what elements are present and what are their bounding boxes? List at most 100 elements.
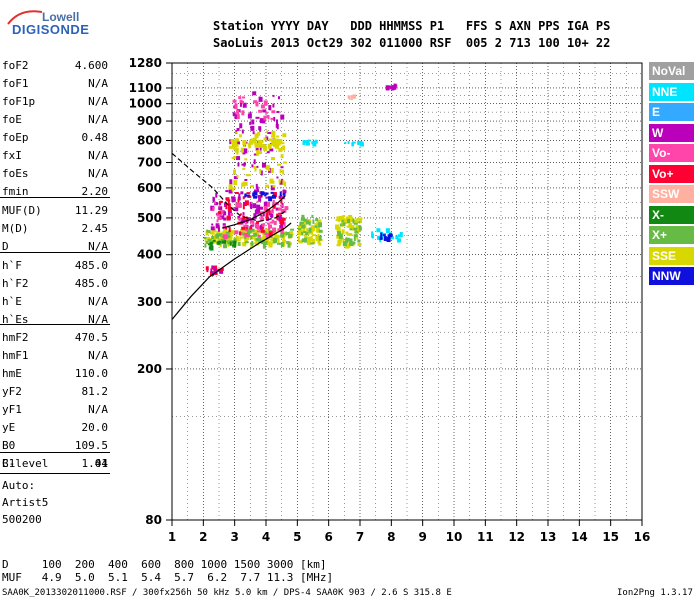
echo-point-x (250, 228, 255, 232)
echo-point-w (225, 190, 229, 193)
echo-point-x (244, 234, 247, 239)
echo-point-w (232, 197, 236, 203)
param-key: C-level (2, 457, 49, 470)
echo-point-ssw (353, 94, 357, 99)
echo-point-x (216, 241, 221, 245)
echo-point-sse (254, 133, 259, 139)
footer-version: Ion2Png 1.3.17 (617, 588, 693, 598)
echo-point-nnw (383, 235, 387, 241)
echo-point-w (236, 156, 241, 161)
echo-point-w (242, 149, 246, 155)
echo-point-x (305, 232, 309, 236)
echo-point-sse (227, 238, 230, 241)
legend-item-vo: Vo+ (649, 164, 694, 183)
echo-point-nnw (387, 234, 390, 240)
echo-point-x (301, 224, 306, 229)
echo-point-sse (246, 236, 250, 241)
echo-point-vo (280, 228, 284, 234)
echo-point-sse (282, 239, 287, 243)
echo-point-sse (233, 180, 238, 186)
echo-point-sse (232, 140, 237, 146)
echo-point-sse (298, 225, 303, 230)
echo-point-w (278, 195, 282, 198)
param-row-0: foF2 4.600 (2, 59, 108, 76)
digisonde-logo-swoosh (6, 6, 46, 30)
param-key: yF2 (2, 385, 22, 398)
echo-point-vo (227, 200, 230, 205)
echo-point-x (312, 219, 315, 224)
echo-point-sse (345, 231, 349, 235)
echo-point-x (358, 226, 362, 231)
echo-point-vo (271, 219, 274, 222)
param-value: 470.5 (74, 331, 108, 344)
echo-point-w (211, 271, 215, 275)
echo-point-vo (242, 100, 245, 104)
echo-point-nne (395, 235, 399, 240)
echo-point-sse (271, 130, 276, 136)
echo-point-sse (249, 142, 253, 145)
echo-point-vo (212, 207, 215, 212)
echo-point-vo (217, 216, 222, 220)
echo-point-w (279, 180, 284, 185)
echo-point-vo (278, 212, 282, 215)
echo-point-w (272, 94, 275, 97)
echo-point-w (256, 186, 259, 190)
echo-point-sse (312, 234, 317, 237)
param-key: yF1 (2, 403, 22, 416)
echo-point-sse (234, 138, 239, 142)
echo-point-x (253, 232, 258, 237)
echo-point-vo (253, 100, 258, 104)
echo-point-nnw (264, 194, 267, 197)
param-row-3: foE N/A (2, 113, 108, 130)
echo-point-vo (237, 198, 240, 203)
echo-point-w (240, 191, 244, 195)
echo-point-sse (318, 219, 322, 223)
param-row-14: h`Es N/A (2, 313, 108, 330)
x-tick-label: 10 (446, 530, 463, 544)
echo-point-vo (260, 211, 264, 215)
echo-point-vo (260, 216, 264, 220)
echo-point-x (204, 243, 207, 248)
echo-point-w (394, 85, 397, 90)
echo-point-sse (346, 233, 350, 236)
echo-point-x (227, 235, 231, 239)
echo-point-vo (264, 233, 269, 236)
echo-point-nne (385, 228, 390, 234)
param-value: 109.5 (74, 439, 108, 452)
echo-point-vo (228, 227, 231, 233)
echo-point-x (341, 219, 344, 222)
param-value: 2.20 (81, 185, 109, 198)
echo-point-sse (260, 238, 263, 241)
param-row-10: D N/A (2, 240, 108, 257)
echo-point-sse (270, 232, 275, 236)
echo-point-sse (297, 240, 302, 243)
x-tick-label: 14 (571, 530, 588, 544)
x-tick-label: 7 (356, 530, 364, 544)
echo-point-x (349, 228, 353, 231)
echo-point-w (251, 224, 255, 227)
echo-point-sse (228, 235, 231, 241)
echo-point-sse (268, 138, 272, 142)
echo-point-w (258, 197, 262, 202)
echo-point-w (212, 197, 215, 203)
echo-point-vo (263, 100, 268, 106)
echo-point-nnw (245, 194, 250, 197)
echo-point-x (353, 222, 358, 225)
echo-point-nne (397, 238, 402, 243)
echo-point-sse (336, 244, 341, 247)
echo-point-x (289, 234, 293, 238)
echo-point-sse (245, 229, 248, 234)
echo-point-x (237, 242, 241, 247)
echo-point-w (266, 151, 270, 154)
echo-point-sse (282, 169, 285, 175)
param-key: h`F2 (2, 277, 29, 290)
echo-point-sse (344, 243, 349, 249)
echo-point-sse (265, 184, 270, 188)
echo-point-w (387, 85, 392, 89)
echo-point-sse (270, 167, 274, 173)
echo-point-w (220, 215, 225, 220)
echo-point-x (218, 233, 223, 236)
echo-point-sse (224, 237, 228, 241)
echo-point-x (349, 238, 353, 244)
echo-point-sse (280, 142, 285, 145)
